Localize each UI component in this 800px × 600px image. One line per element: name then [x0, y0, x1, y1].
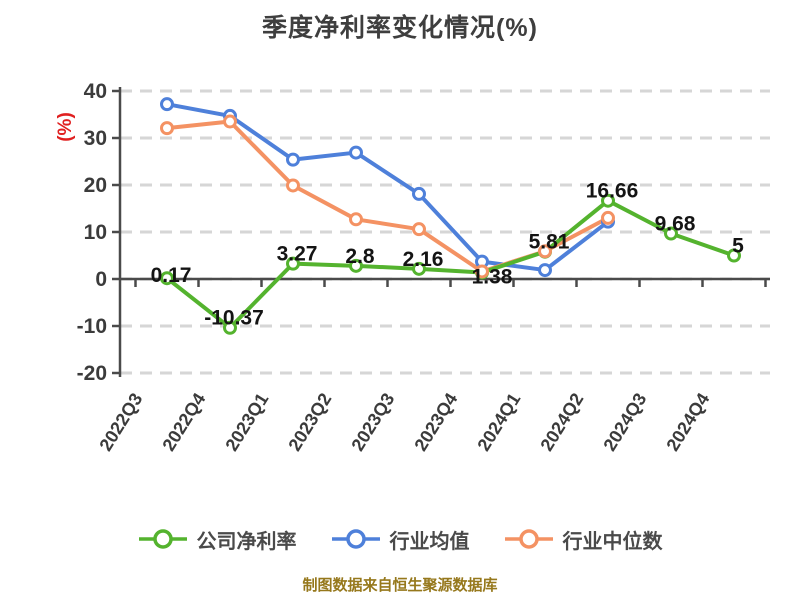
data-label-2024Q1: 5.81	[529, 231, 570, 254]
data-point-公司净利率-2023Q1	[286, 256, 300, 271]
chart-title: 季度净利率变化情况(%)	[262, 14, 538, 42]
x-tick-label-2023Q2: 2023Q2	[284, 390, 335, 455]
y-tick-label: -10	[77, 315, 107, 338]
x-tick-label-2022Q3: 2022Q3	[95, 390, 146, 455]
x-tick-label-2023Q1: 2023Q1	[221, 390, 272, 455]
data-label-2023Q3: 2.16	[403, 248, 444, 271]
x-tick-label-2023Q3: 2023Q3	[347, 390, 398, 455]
data-label-2024Q3: 9.68	[655, 213, 696, 236]
data-point-行业均值-2023Q2	[349, 145, 363, 160]
legend-marker-company	[138, 529, 187, 549]
data-point-公司净利率-2022Q3	[160, 271, 174, 286]
x-tick-label-2024Q1: 2024Q1	[473, 390, 524, 455]
data-point-行业均值-2022Q3	[160, 97, 174, 112]
x-tick-label-2023Q4: 2023Q4	[410, 390, 461, 455]
data-label-2023Q4: 1.38	[472, 266, 513, 289]
data-point-行业均值-2023Q1	[286, 152, 300, 167]
legend-item-industry-median: 行业中位数	[504, 525, 663, 554]
y-tick-label: 20	[84, 174, 107, 197]
data-point-公司净利率-2024Q3	[664, 226, 678, 241]
data-source-note: 制图数据来自恒生聚源数据库	[302, 577, 498, 594]
y-tick-label: 10	[84, 221, 107, 244]
legend-marker-industry-median	[504, 529, 553, 549]
data-point-公司净利率-2023Q3	[412, 261, 426, 276]
legend-label-industry-average: 行业均值	[389, 530, 470, 553]
y-axis-unit-label: (%)	[55, 112, 76, 142]
data-point-行业均值-2024Q1	[538, 263, 552, 278]
data-point-行业中位数-2024Q1	[538, 244, 552, 259]
series-line-公司净利率	[165, 198, 736, 330]
x-tick-label-2024Q3: 2024Q3	[599, 390, 650, 455]
data-point-行业中位数-2023Q3	[412, 222, 426, 237]
data-point-行业中位数-2024Q2	[601, 210, 615, 225]
data-point-公司净利率-2024Q2	[601, 193, 615, 208]
data-label-2024Q2: 16.66	[586, 180, 639, 203]
x-tick-label-2024Q2: 2024Q2	[536, 390, 587, 455]
data-point-行业中位数-2023Q4	[475, 264, 489, 279]
legend-item-industry-average: 行业均值	[331, 525, 470, 554]
x-tick-label-2024Q4: 2024Q4	[662, 390, 713, 455]
data-point-行业中位数-2023Q1	[286, 178, 300, 193]
data-label-2024Q4: 5	[732, 235, 744, 258]
data-point-行业均值-2023Q3	[412, 186, 426, 201]
data-label-2023Q2: 2.8	[345, 245, 375, 268]
data-label-2022Q3: 0.17	[151, 264, 192, 287]
legend-label-industry-median: 行业中位数	[562, 530, 663, 553]
y-tick-label: -20	[77, 362, 107, 385]
y-tick-label: 0	[95, 268, 107, 291]
data-point-公司净利率-2023Q2	[349, 258, 363, 273]
data-point-行业中位数-2022Q4	[223, 114, 237, 129]
chart-legend: 公司净利率 行业均值 行业中位数	[0, 519, 800, 559]
data-point-行业中位数-2023Q2	[349, 212, 363, 227]
y-tick-label: 30	[84, 127, 107, 150]
legend-label-company: 公司净利率	[196, 530, 297, 553]
data-label-2023Q1: 3.27	[277, 243, 318, 266]
legend-marker-industry-average	[331, 529, 380, 549]
data-point-公司净利率-2022Q4	[223, 320, 237, 335]
data-point-公司净利率-2024Q4	[727, 248, 741, 263]
data-label-2022Q4: -10.37	[204, 307, 264, 330]
legend-item-company-net-margin: 公司净利率	[138, 525, 297, 554]
series-line-行业均值	[165, 102, 610, 273]
y-tick-label: 40	[84, 80, 107, 103]
data-point-行业中位数-2022Q3	[160, 121, 174, 136]
x-tick-label-2022Q4: 2022Q4	[158, 390, 209, 455]
